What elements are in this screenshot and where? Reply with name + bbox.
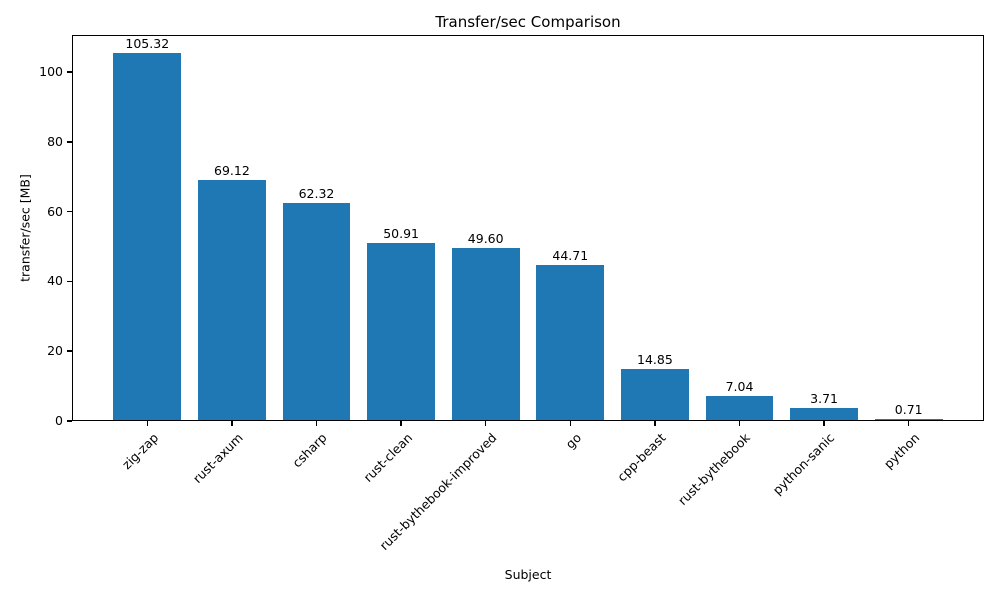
x-tick-label: csharp: [289, 430, 331, 471]
x-tick-label: go: [562, 430, 584, 452]
bar-value-label: 49.60: [467, 230, 504, 246]
x-tick-mark: [654, 421, 656, 426]
bar-value-label: 3.71: [810, 391, 839, 407]
bar: [621, 369, 689, 421]
bar: [367, 243, 435, 421]
x-tick-mark: [738, 421, 741, 426]
bar: [536, 264, 605, 421]
x-tick-label: cpp-beast: [614, 430, 669, 485]
bar-value-label: 14.85: [636, 352, 673, 368]
bar: [113, 53, 182, 421]
x-tick-label: zig-zap: [118, 430, 161, 473]
x-tick-mark: [907, 421, 910, 426]
bar: [198, 179, 266, 421]
x-tick-mark: [823, 421, 825, 426]
bar: [282, 203, 351, 421]
y-tick-label: 60: [47, 203, 63, 219]
y-tick-mark: [67, 280, 72, 283]
x-tick-mark: [231, 421, 233, 426]
bar-value-label: 62.32: [298, 186, 335, 202]
x-tick-mark: [146, 421, 149, 426]
y-tick-label: 40: [47, 273, 63, 289]
x-axis-label: Subject: [504, 567, 552, 582]
x-tick-label: rust-bythebook: [675, 430, 754, 509]
y-tick-mark: [67, 420, 72, 422]
bar-value-label: 69.12: [213, 162, 250, 178]
y-tick-mark: [67, 350, 72, 352]
bar: [874, 418, 943, 421]
bar: [705, 396, 774, 421]
bar-value-label: 44.71: [552, 247, 589, 263]
x-tick-mark: [569, 421, 572, 426]
y-tick-mark: [67, 71, 72, 73]
x-tick-mark: [400, 421, 402, 426]
y-tick-label: 20: [47, 343, 63, 359]
bar-value-label: 0.71: [894, 401, 923, 417]
bar-value-label: 7.04: [725, 379, 754, 395]
y-tick-label: 0: [55, 413, 63, 428]
chart-title: Transfer/sec Comparison: [435, 13, 621, 31]
x-tick-label: python: [880, 430, 923, 472]
bar-value-label: 105.32: [125, 36, 170, 52]
x-tick-mark: [315, 421, 318, 426]
y-tick-mark: [67, 210, 72, 213]
y-axis-label: transfer/sec [MB]: [17, 174, 33, 282]
y-tick-mark: [67, 141, 72, 143]
x-tick-label: rust-clean: [359, 430, 415, 485]
x-tick-label: python-sanic: [770, 430, 838, 498]
bar: [790, 408, 858, 421]
bar: [451, 247, 520, 421]
x-tick-mark: [484, 421, 487, 426]
bar-value-label: 50.91: [383, 226, 419, 242]
y-tick-label: 80: [47, 133, 63, 149]
x-tick-label: rust-axum: [189, 430, 246, 486]
y-tick-label: 100: [39, 63, 63, 79]
